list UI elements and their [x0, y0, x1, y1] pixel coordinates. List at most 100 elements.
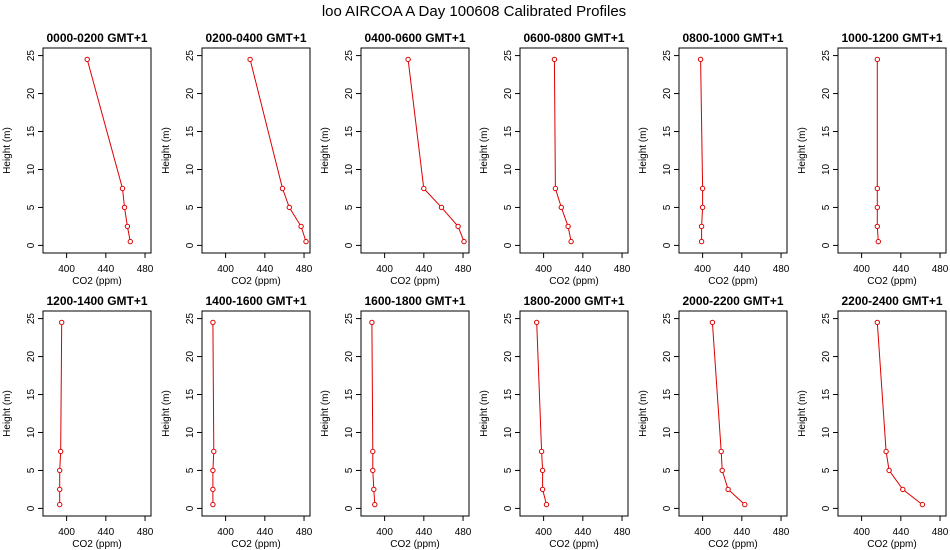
profile-panel: 0000-0200 GMT+1 0 5 10 15 20 25 400 440 480 CO2 (p… — [2, 31, 154, 287]
y-tick-label: 25 — [185, 50, 196, 62]
data-point — [119, 185, 126, 192]
x-tick-label: 400 — [853, 527, 870, 538]
profile-panel: 2200-2400 GMT+1 0 5 10 15 20 25 400 440 480 CO2 (p… — [797, 294, 949, 550]
y-tick-label: 0 — [821, 505, 832, 511]
data-point — [543, 501, 550, 508]
data-point — [438, 204, 445, 211]
y-tick-label: 10 — [26, 426, 37, 438]
y-tick-label: 0 — [821, 242, 832, 248]
x-axis-label: CO2 (ppm) — [231, 276, 280, 287]
y-tick-label: 0 — [662, 242, 673, 248]
plot-frame — [201, 47, 311, 254]
y-tick-label: 0 — [185, 242, 196, 248]
y-tick-label: 0 — [344, 242, 355, 248]
y-tick-label: 15 — [344, 126, 355, 138]
x-tick-label: 480 — [296, 264, 313, 275]
data-point — [127, 238, 134, 245]
plot-frame — [519, 47, 629, 254]
y-tick-label: 5 — [821, 467, 832, 473]
x-tick-label: 480 — [614, 527, 631, 538]
panel-title: 1000-1200 GMT+1 — [841, 31, 942, 45]
y-tick-label: 10 — [503, 426, 514, 438]
data-point — [303, 238, 309, 245]
y-tick-label: 5 — [26, 204, 37, 210]
plot-frame — [201, 310, 311, 517]
y-tick-label: 0 — [662, 505, 673, 511]
x-tick-label: 440 — [97, 264, 114, 275]
x-axis-label: CO2 (ppm) — [549, 276, 598, 287]
data-point — [455, 223, 461, 230]
panel-title: 1600-1800 GMT+1 — [364, 294, 465, 308]
y-tick-label: 20 — [185, 88, 196, 100]
x-tick-label: 400 — [376, 527, 393, 538]
y-tick-label: 5 — [821, 204, 832, 210]
figure-title: loo AIRCOA A Day 100608 Calibrated Profi… — [322, 3, 626, 20]
y-tick-label: 10 — [503, 163, 514, 175]
x-tick-label: 400 — [853, 264, 870, 275]
data-point — [699, 204, 706, 211]
data-point — [461, 238, 467, 245]
data-point — [709, 319, 716, 326]
plot-frame — [360, 47, 470, 254]
data-point — [59, 319, 65, 326]
data-point — [551, 56, 558, 63]
y-tick-label: 5 — [344, 204, 355, 210]
data-point — [421, 185, 427, 192]
data-point — [886, 467, 892, 474]
panel-title: 2000-2200 GMT+1 — [682, 294, 783, 308]
x-tick-label: 440 — [733, 264, 750, 275]
y-axis-label: Height (m) — [638, 390, 649, 437]
y-tick-label: 20 — [662, 88, 673, 100]
y-tick-label: 5 — [662, 204, 673, 210]
y-tick-label: 5 — [662, 467, 673, 473]
panel-title: 0000-0200 GMT+1 — [46, 31, 147, 45]
y-tick-label: 15 — [662, 126, 673, 138]
panel-title: 2200-2400 GMT+1 — [841, 294, 942, 308]
x-tick-label: 440 — [256, 527, 273, 538]
data-point — [279, 185, 286, 192]
x-axis-label: CO2 (ppm) — [390, 539, 439, 550]
y-tick-label: 25 — [662, 313, 673, 325]
data-point — [57, 467, 63, 474]
y-tick-label: 15 — [185, 126, 196, 138]
data-point — [919, 501, 926, 508]
data-point — [874, 204, 880, 211]
y-axis-label: Height (m) — [797, 390, 808, 437]
x-tick-label: 480 — [932, 527, 949, 538]
y-tick-label: 5 — [185, 204, 196, 210]
x-axis-label: CO2 (ppm) — [867, 276, 916, 287]
y-tick-label: 10 — [344, 426, 355, 438]
data-point — [371, 486, 377, 493]
data-point — [369, 319, 375, 326]
data-point — [298, 223, 304, 230]
data-point — [874, 185, 880, 192]
y-tick-label: 10 — [344, 163, 355, 175]
data-point — [539, 467, 546, 474]
profile-panel: 2000-2200 GMT+1 0 5 10 15 20 25 400 440 480 CO2 (p… — [638, 294, 790, 550]
y-tick-label: 10 — [185, 426, 196, 438]
x-tick-label: 400 — [376, 264, 393, 275]
panel-title: 0600-0800 GMT+1 — [523, 31, 624, 45]
data-point — [874, 319, 880, 326]
data-point — [210, 467, 216, 474]
y-tick-label: 0 — [344, 505, 355, 511]
y-tick-label: 20 — [344, 351, 355, 363]
x-tick-label: 400 — [535, 264, 552, 275]
x-tick-label: 480 — [137, 527, 154, 538]
y-axis-label: Height (m) — [320, 127, 331, 174]
y-tick-label: 20 — [185, 351, 196, 363]
data-point — [698, 223, 705, 230]
x-tick-label: 440 — [574, 264, 591, 275]
plot-frame — [678, 47, 788, 254]
y-tick-label: 20 — [821, 351, 832, 363]
y-tick-label: 5 — [503, 467, 514, 473]
data-point — [124, 223, 131, 230]
data-point — [247, 56, 253, 63]
y-axis-label: Height (m) — [638, 127, 649, 174]
x-axis-label: CO2 (ppm) — [231, 539, 280, 550]
profile-panel: 1600-1800 GMT+1 0 5 10 15 20 25 400 440 480 CO2 (p… — [320, 294, 472, 550]
y-tick-label: 20 — [26, 351, 37, 363]
y-tick-label: 25 — [821, 313, 832, 325]
